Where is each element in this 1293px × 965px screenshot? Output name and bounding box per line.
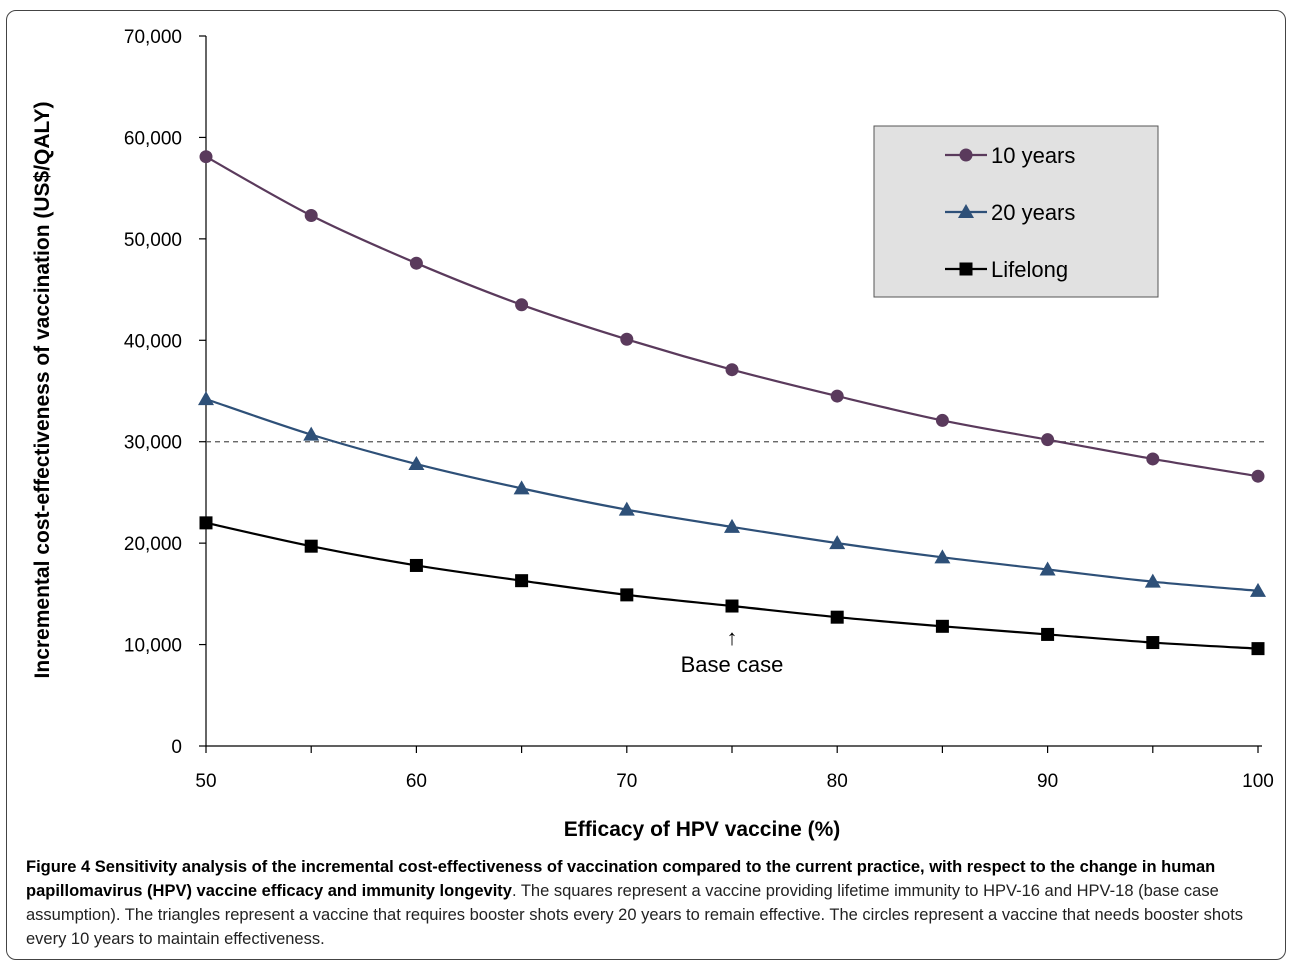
x-tick-label: 60	[406, 771, 427, 792]
y-axis-title: Incremental cost-effectiveness of vaccin…	[31, 102, 54, 679]
x-tick-label: 50	[195, 771, 216, 792]
data-point	[830, 389, 844, 403]
legend-item: 20 years	[945, 200, 1075, 225]
legend-label: 10 years	[991, 143, 1075, 168]
data-point	[304, 539, 318, 553]
data-point	[1146, 452, 1160, 466]
legend-item: Lifelong	[945, 257, 1068, 282]
caption-figure-label: Figure 4	[26, 858, 91, 876]
caption-title: Sensitivity analysis of the incremental …	[26, 858, 1216, 900]
legend: 10 years 20 years Lifelong	[873, 125, 1159, 298]
data-point	[935, 413, 949, 427]
data-point	[618, 501, 635, 516]
data-point	[515, 298, 529, 312]
data-point	[515, 574, 529, 588]
series-layer	[198, 150, 1266, 656]
base-case-arrow: ↑	[727, 625, 738, 650]
data-point	[408, 456, 425, 471]
data-point	[1041, 433, 1055, 447]
ticks: 0 10,000 20,000 30,000 40,000 50,000 60,000 70,…	[124, 27, 1274, 792]
data-point	[1039, 561, 1056, 576]
y-tick-label: 30,000	[124, 433, 182, 454]
data-point	[1250, 582, 1266, 597]
x-tick-label: 80	[827, 771, 848, 792]
data-point	[934, 549, 951, 564]
data-point	[1251, 642, 1265, 656]
data-point	[1144, 573, 1161, 588]
y-tick-label: 10,000	[124, 636, 182, 657]
line-chart: 0 10,000 20,000 30,000 40,000 50,000 60,000 70,…	[31, 27, 1274, 841]
data-point	[409, 256, 423, 270]
data-point	[724, 518, 740, 533]
y-tick-label: 40,000	[124, 331, 182, 352]
y-tick-label: 70,000	[124, 27, 182, 48]
data-point	[829, 535, 846, 550]
data-point	[1146, 636, 1160, 650]
x-tick-label: 70	[616, 771, 637, 792]
data-point	[830, 610, 844, 624]
data-point	[304, 209, 318, 223]
data-point	[198, 391, 214, 406]
caption-body: . The squares represent a vaccine provid…	[26, 882, 1244, 948]
legend-marker	[958, 204, 974, 218]
y-tick-label: 0	[171, 737, 182, 758]
base-case-label: Base case	[681, 652, 784, 677]
series-lifelong	[199, 516, 1265, 656]
legend-label: Lifelong	[991, 257, 1068, 282]
series-10-years	[199, 150, 1265, 483]
data-point	[303, 426, 320, 441]
y-tick-label: 50,000	[124, 230, 182, 251]
data-point	[620, 332, 634, 346]
data-point	[1251, 469, 1265, 483]
y-tick-label: 60,000	[124, 128, 182, 149]
y-tick-label: 20,000	[124, 534, 182, 555]
data-point	[199, 516, 213, 530]
legend-label: 20 years	[991, 200, 1075, 225]
x-tick-label: 90	[1037, 771, 1058, 792]
legend-box	[873, 125, 1159, 298]
x-tick-label: 100	[1242, 771, 1274, 792]
legend-item: 10 years	[945, 143, 1075, 168]
data-point	[409, 558, 423, 572]
data-point	[620, 588, 634, 602]
x-axis-title: Efficacy of HPV vaccine (%)	[564, 818, 841, 841]
series-line	[205, 398, 1259, 592]
data-point	[725, 363, 739, 377]
series-20-years	[198, 391, 1266, 597]
data-point	[1041, 627, 1055, 641]
legend-marker	[959, 148, 973, 162]
data-point	[199, 150, 213, 164]
data-point	[513, 480, 530, 495]
figure-caption: Figure 4 Sensitivity analysis of the inc…	[26, 855, 1276, 951]
legend-marker	[959, 262, 973, 276]
data-point	[725, 599, 739, 613]
data-point	[935, 619, 949, 633]
